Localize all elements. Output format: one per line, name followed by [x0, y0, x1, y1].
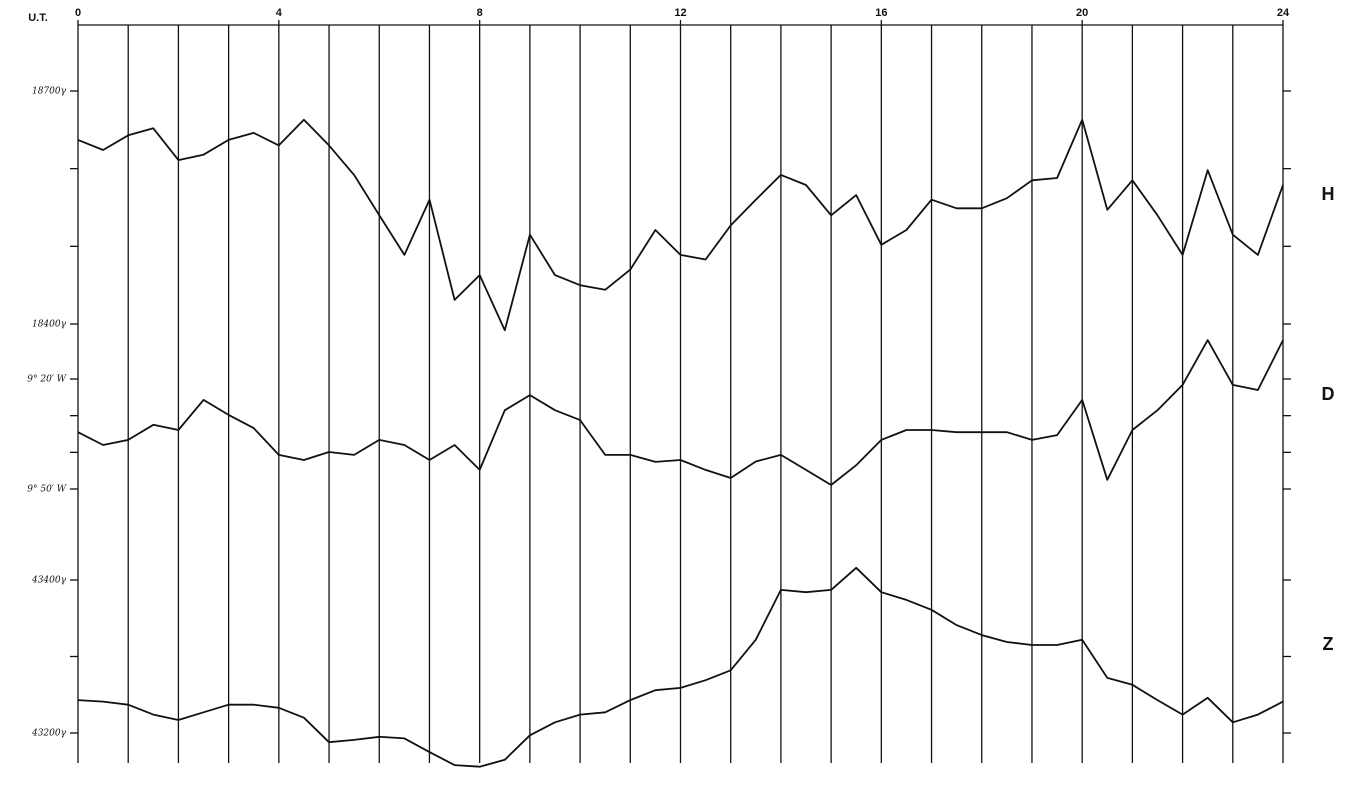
panel-name: H [1322, 184, 1335, 204]
trace [77, 566, 1284, 768]
x-tick-label: 4 [276, 7, 283, 19]
y-tick-label: 18400γ [32, 320, 67, 330]
x-axis-label: U.T. [28, 12, 48, 24]
x-tick-label: 20 [1076, 7, 1088, 19]
x-tick-label: 24 [1277, 7, 1290, 19]
y-tick-label: 43400γ [31, 576, 67, 586]
x-tick-label: 8 [477, 7, 483, 19]
y-tick-label: 9° 20′ W [27, 375, 66, 385]
y-tick-label: 9° 50′ W [27, 485, 66, 495]
trace [77, 118, 1284, 332]
x-tick-label: 12 [674, 7, 686, 19]
panel-name: Z [1323, 634, 1334, 654]
y-tick-label: 43200γ [31, 729, 67, 739]
y-tick-label: 18700γ [32, 87, 67, 97]
trace [77, 339, 1284, 486]
x-tick-label: 16 [875, 7, 887, 19]
panel-name: D [1322, 384, 1335, 404]
x-tick-label: 0 [75, 7, 81, 19]
